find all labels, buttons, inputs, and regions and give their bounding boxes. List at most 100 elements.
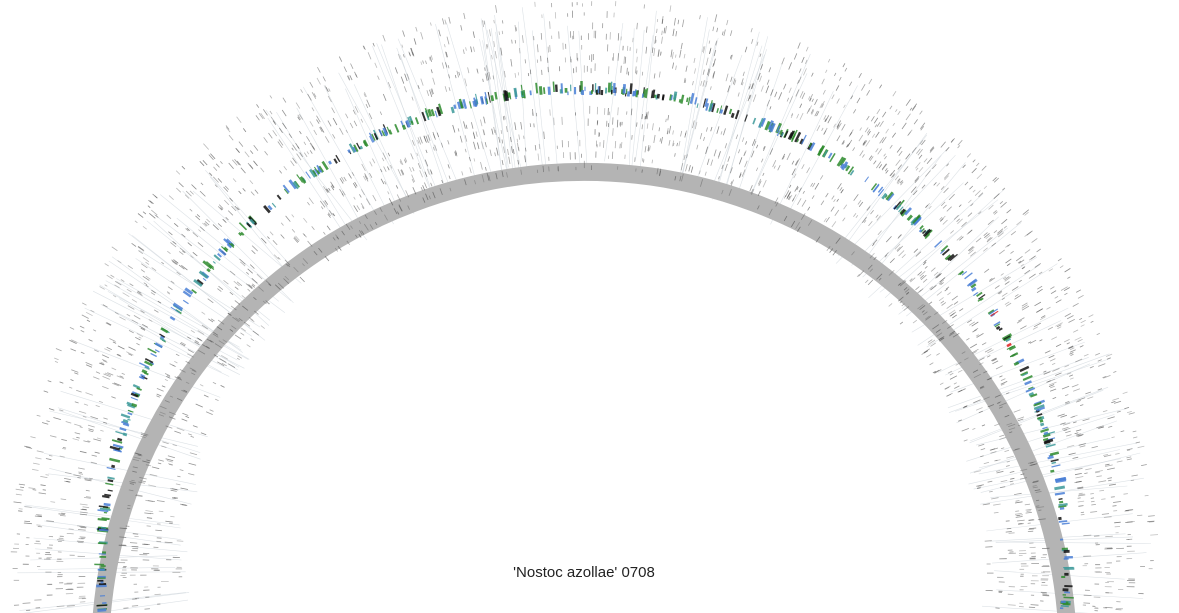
outer-feature-tick (913, 190, 918, 196)
outer-feature-tick (993, 193, 1000, 199)
outer-feature-tick (1130, 479, 1135, 481)
outer-feature-tick (885, 128, 889, 134)
outer-feature-tick (98, 400, 104, 403)
feature-mark (109, 445, 121, 451)
feature-mark (1054, 485, 1066, 491)
inner-feature-tick (318, 247, 323, 253)
outer-feature-tick (1112, 397, 1120, 401)
feature-mark (1042, 437, 1049, 442)
outer-feature-tick (884, 168, 888, 172)
feature-mark (160, 327, 169, 334)
feature-mark (115, 430, 126, 436)
inner-feature-tick (961, 351, 966, 354)
inner-feature-tick (404, 157, 408, 162)
outer-feature-tick (843, 104, 846, 108)
inner-feature-tick (917, 289, 922, 294)
inner-feature-tick (342, 190, 346, 196)
outer-feature-tick (1014, 294, 1022, 300)
inner-feature-tick (762, 146, 765, 150)
connector-line (955, 358, 1111, 412)
inner-feature-tick (718, 151, 721, 158)
feature-mark (822, 150, 828, 158)
outer-feature-tick (998, 249, 1005, 255)
outer-feature-tick (1126, 456, 1132, 459)
inner-feature-tick (501, 160, 504, 166)
outer-feature-tick (702, 46, 706, 54)
outer-feature-tick (1043, 370, 1047, 373)
outer-feature-tick (445, 51, 448, 58)
outer-feature-tick (260, 112, 266, 120)
outer-feature-tick (249, 180, 254, 185)
outer-feature-tick (918, 167, 924, 173)
inner-feature-tick (280, 222, 284, 226)
outer-feature-tick (836, 135, 841, 142)
outer-feature-tick (18, 508, 23, 510)
inner-feature-tick (781, 153, 786, 160)
connector-lines (17, 7, 1152, 613)
outer-feature-tick (181, 264, 188, 271)
inner-feature-tick (248, 284, 253, 289)
inner-feature-tick (425, 135, 429, 143)
outer-feature-tick (465, 47, 467, 51)
outer-feature-tick (1085, 468, 1092, 471)
inner-feature-tick (180, 341, 186, 346)
feature-mark (652, 89, 656, 99)
feature-mark (1013, 361, 1020, 366)
outer-feature-tick (737, 92, 740, 97)
feature-mark (998, 327, 1003, 331)
outer-feature-tick (80, 527, 87, 529)
connector-line (995, 536, 1134, 543)
outer-feature-tick (967, 212, 973, 217)
outer-feature-tick (58, 513, 65, 515)
inner-feature-tick (1005, 465, 1010, 467)
outer-feature-tick (798, 76, 802, 84)
outer-feature-tick (168, 231, 173, 236)
outer-feature-tick (842, 63, 846, 68)
outer-feature-tick (756, 41, 759, 46)
outer-feature-tick (347, 75, 350, 81)
inner-feature-tick (265, 280, 272, 286)
outer-feature-tick (816, 125, 821, 132)
outer-feature-tick (1017, 317, 1025, 322)
outer-feature-tick (810, 108, 814, 114)
outer-feature-tick (730, 54, 733, 60)
feature-mark (538, 86, 543, 95)
outer-feature-tick (946, 163, 950, 167)
outer-feature-tick (816, 111, 820, 117)
inner-feature-tick (272, 240, 278, 246)
outer-feature-tick (825, 69, 828, 73)
outer-feature-tick (102, 386, 109, 390)
outer-feature-tick (291, 147, 294, 151)
outer-feature-tick (322, 76, 326, 82)
feature-mark (388, 129, 393, 135)
outer-feature-tick (1049, 388, 1057, 392)
feature-mark (140, 373, 146, 378)
outer-feature-tick (426, 90, 430, 97)
outer-feature-tick (234, 205, 239, 211)
outer-feature-tick (1036, 248, 1041, 253)
outer-feature-tick (32, 468, 39, 471)
feature-mark (333, 158, 338, 164)
outer-feature-tick (645, 46, 648, 54)
outer-feature-tick (90, 309, 95, 313)
inner-feature-tick (171, 497, 176, 499)
outer-feature-tick (345, 113, 349, 119)
outer-feature-tick (179, 247, 186, 253)
inner-feature-tick (917, 304, 924, 310)
inner-feature-tick (949, 372, 954, 376)
inner-feature-tick (720, 131, 723, 135)
outer-feature-tick (142, 211, 147, 215)
feature-mark (940, 249, 945, 255)
outer-feature-tick (258, 112, 264, 120)
outer-feature-tick (1074, 432, 1079, 435)
inner-feature-tick (1026, 510, 1031, 512)
feature-mark (672, 91, 678, 100)
outer-feature-tick (1091, 446, 1098, 449)
inner-feature-tick (265, 301, 270, 305)
inner-feature-tick (945, 286, 950, 290)
outer-feature-tick (1051, 336, 1058, 340)
inner-feature-tick (412, 167, 415, 172)
outer-feature-tick (986, 237, 993, 243)
inner-feature-tick (1014, 513, 1022, 515)
inner-feature-tick (140, 480, 146, 483)
